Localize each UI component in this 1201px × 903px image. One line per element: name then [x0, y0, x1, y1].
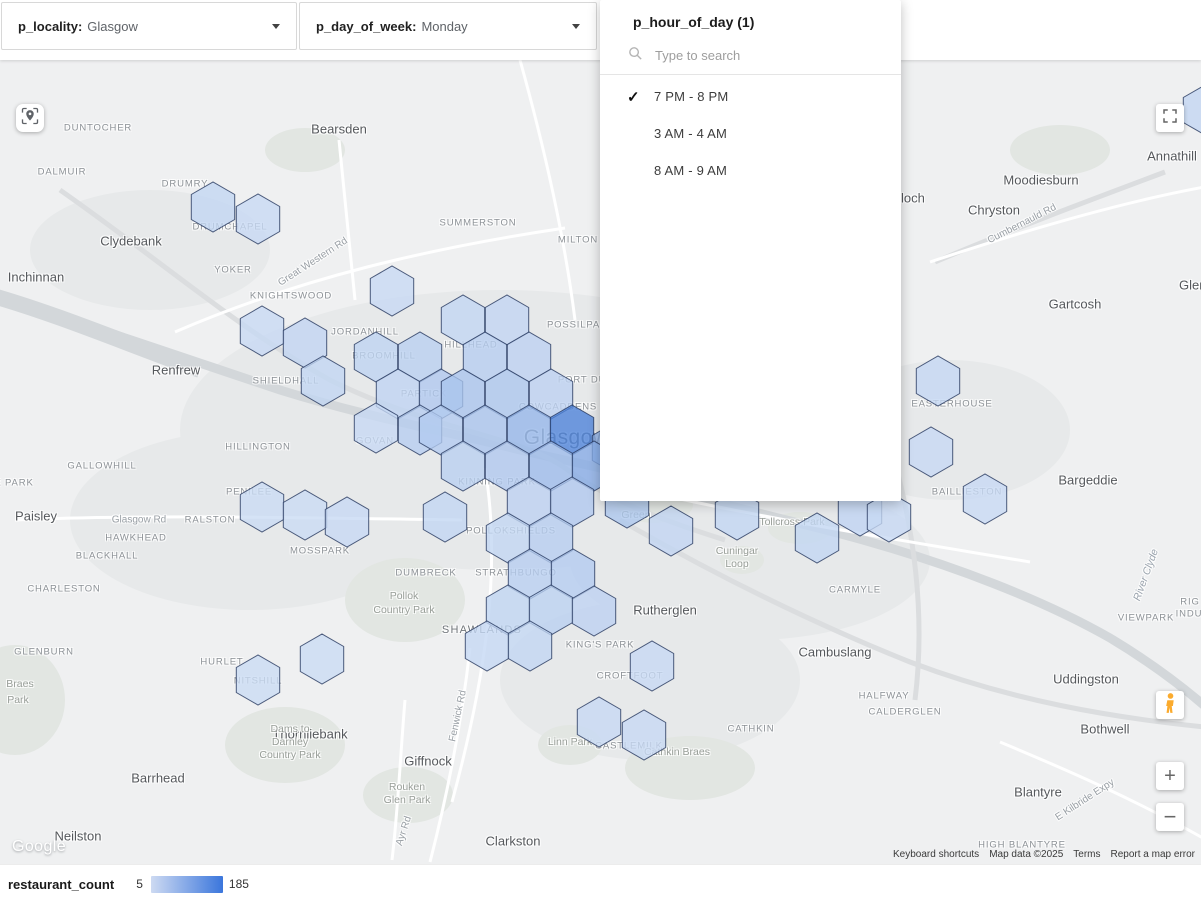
hex-cell[interactable]	[235, 193, 281, 245]
report-error-link[interactable]: Report a map error	[1110, 849, 1195, 860]
hexbin-layer	[190, 86, 1201, 761]
google-logo: Google	[12, 838, 66, 855]
hex-cell[interactable]	[621, 709, 667, 761]
hex-cell[interactable]	[576, 696, 622, 748]
hex-cell[interactable]	[507, 620, 553, 672]
hex-cell[interactable]	[908, 426, 954, 478]
filter-bar: p_locality: Glasgow p_day_of_week: Monda…	[0, 0, 1201, 60]
hour-option-label: 8 AM - 9 AM	[654, 163, 728, 178]
hex-cell[interactable]	[369, 265, 415, 317]
hex-cell[interactable]	[440, 440, 486, 492]
hex-cell[interactable]	[324, 496, 370, 548]
pegman-button[interactable]	[1156, 691, 1184, 719]
chevron-down-icon	[572, 23, 580, 29]
hour-option[interactable]: 8 AM - 9 AM	[600, 152, 901, 189]
hex-cell[interactable]	[353, 402, 399, 454]
zoom-in-button[interactable]: +	[1156, 762, 1184, 790]
hour-panel-title: p_hour_of_day (1)	[633, 14, 755, 30]
hex-cell[interactable]	[629, 640, 675, 692]
fullscreen-icon	[1161, 107, 1179, 130]
search-icon	[627, 45, 644, 67]
hour-option[interactable]: ✓ 7 PM - 8 PM	[600, 78, 901, 115]
chevron-down-icon	[272, 23, 280, 29]
zoom-out-button[interactable]: −	[1156, 803, 1184, 831]
legend-max-value: 185	[228, 877, 249, 891]
day-of-week-value: Monday	[421, 18, 468, 34]
map-attribution: Keyboard shortcuts Map data ©2025 Terms …	[893, 849, 1195, 860]
hex-cell[interactable]	[190, 181, 236, 233]
legend-min-value: 5	[136, 877, 143, 891]
legend-gradient	[150, 875, 223, 893]
hex-cell[interactable]	[571, 585, 617, 637]
hour-of-day-dropdown-panel: p_hour_of_day (1) ✓ 7 PM - 8 PM 3 AM - 4 A…	[600, 0, 901, 501]
my-location-icon	[20, 106, 40, 131]
locality-dropdown[interactable]: p_locality: Glasgow	[1, 2, 297, 50]
map-data-text: Map data ©2025	[989, 849, 1064, 860]
locality-value: Glasgow	[87, 18, 138, 34]
hex-cell[interactable]	[300, 355, 346, 407]
hex-cell[interactable]	[422, 491, 468, 543]
hour-option-label: 7 PM - 8 PM	[654, 89, 729, 104]
terms-link[interactable]: Terms	[1073, 849, 1101, 860]
hex-cell[interactable]	[794, 512, 840, 564]
day-of-week-dropdown[interactable]: p_day_of_week: Monday	[299, 2, 597, 50]
my-location-button[interactable]	[16, 104, 44, 132]
hex-cell[interactable]	[282, 317, 328, 369]
locality-label: p_locality:	[18, 18, 83, 34]
hour-search-input[interactable]	[653, 47, 867, 64]
pegman-icon	[1163, 692, 1178, 719]
hex-cell[interactable]	[235, 654, 281, 706]
hour-options-list: ✓ 7 PM - 8 PM 3 AM - 4 AM 8 AM - 9 AM	[600, 75, 901, 189]
hour-search-row	[600, 39, 901, 75]
hex-cell[interactable]	[299, 633, 345, 685]
hour-option-label: 3 AM - 4 AM	[654, 126, 728, 141]
hour-option[interactable]: 3 AM - 4 AM	[600, 115, 901, 152]
check-icon: ✓	[627, 88, 640, 106]
day-of-week-label: p_day_of_week:	[316, 18, 417, 34]
hex-cell[interactable]	[648, 505, 694, 557]
legend-metric-label: restaurant_count	[8, 876, 115, 892]
legend-bar: restaurant_count 5 185	[0, 864, 1201, 903]
fullscreen-button[interactable]	[1156, 104, 1184, 132]
keyboard-shortcuts-link[interactable]: Keyboard shortcuts	[893, 849, 980, 860]
hex-cell[interactable]	[962, 473, 1008, 525]
hex-cell[interactable]	[915, 355, 961, 407]
